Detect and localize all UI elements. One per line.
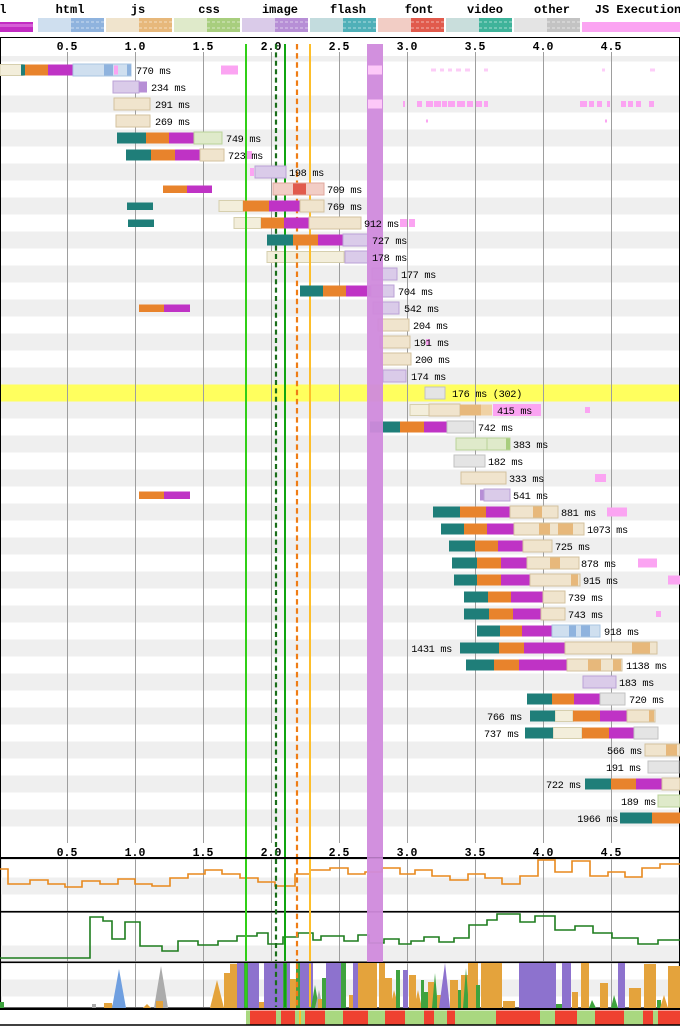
svg-text:189 ms: 189 ms — [621, 797, 656, 809]
svg-text:3.0: 3.0 — [397, 41, 418, 54]
svg-text:709 ms: 709 ms — [327, 185, 362, 197]
svg-text:881 ms: 881 ms — [561, 508, 596, 520]
svg-text:1138 ms: 1138 ms — [626, 661, 667, 673]
svg-text:sl: sl — [0, 3, 6, 17]
svg-text:566 ms: 566 ms — [607, 746, 642, 758]
svg-text:2.5: 2.5 — [329, 41, 350, 54]
svg-text:1431 ms: 1431 ms — [411, 644, 452, 656]
svg-text:291 ms: 291 ms — [155, 100, 190, 112]
svg-text:269 ms: 269 ms — [155, 117, 190, 129]
svg-text:4.5: 4.5 — [601, 847, 622, 860]
svg-text:918 ms: 918 ms — [604, 627, 639, 639]
svg-text:flash: flash — [330, 3, 366, 17]
svg-text:3.5: 3.5 — [465, 41, 486, 54]
svg-text:1.5: 1.5 — [193, 847, 214, 860]
svg-text:2.0: 2.0 — [261, 41, 282, 54]
svg-text:js: js — [131, 3, 145, 17]
svg-text:3.0: 3.0 — [397, 847, 418, 860]
svg-text:1.5: 1.5 — [193, 41, 214, 54]
svg-text:177 ms: 177 ms — [401, 270, 436, 282]
svg-text:4.5: 4.5 — [601, 41, 622, 54]
svg-text:html: html — [56, 3, 85, 17]
svg-text:878 ms: 878 ms — [581, 559, 616, 571]
svg-text:234 ms: 234 ms — [151, 83, 186, 95]
svg-text:0.5: 0.5 — [57, 41, 78, 54]
svg-text:769 ms: 769 ms — [327, 202, 362, 214]
svg-text:0.5: 0.5 — [57, 847, 78, 860]
svg-text:3.5: 3.5 — [465, 847, 486, 860]
svg-text:1966 ms: 1966 ms — [577, 814, 618, 826]
svg-text:737 ms: 737 ms — [484, 729, 519, 741]
svg-text:770 ms: 770 ms — [136, 66, 171, 78]
svg-text:742 ms: 742 ms — [478, 423, 513, 435]
svg-text:2.0: 2.0 — [261, 847, 282, 860]
svg-text:JS Execution: JS Execution — [595, 3, 680, 17]
svg-text:383 ms: 383 ms — [513, 440, 548, 452]
svg-text:1073 ms: 1073 ms — [587, 525, 628, 537]
svg-text:css: css — [198, 3, 220, 17]
svg-text:4.0: 4.0 — [533, 847, 554, 860]
svg-text:182 ms: 182 ms — [488, 457, 523, 469]
svg-text:725 ms: 725 ms — [555, 542, 590, 554]
svg-text:739 ms: 739 ms — [568, 593, 603, 605]
svg-text:198 ms: 198 ms — [289, 168, 324, 180]
svg-text:4.0: 4.0 — [533, 41, 554, 54]
svg-text:720 ms: 720 ms — [629, 695, 664, 707]
svg-text:704 ms: 704 ms — [398, 287, 433, 299]
svg-text:2.5: 2.5 — [329, 847, 350, 860]
svg-text:174 ms: 174 ms — [411, 372, 446, 384]
svg-text:image: image — [262, 3, 298, 17]
svg-text:200 ms: 200 ms — [415, 355, 450, 367]
svg-text:1.0: 1.0 — [125, 41, 146, 54]
svg-text:722 ms: 722 ms — [546, 780, 581, 792]
svg-text:912 ms: 912 ms — [364, 219, 399, 231]
svg-text:727 ms: 727 ms — [372, 236, 407, 248]
svg-text:178 ms: 178 ms — [372, 253, 407, 265]
svg-text:766 ms: 766 ms — [487, 712, 522, 724]
svg-text:204 ms: 204 ms — [413, 321, 448, 333]
svg-text:542 ms: 542 ms — [404, 304, 439, 316]
svg-text:191 ms: 191 ms — [606, 763, 641, 775]
svg-text:415 ms: 415 ms — [497, 406, 532, 418]
svg-text:1.0: 1.0 — [125, 847, 146, 860]
svg-text:video: video — [467, 3, 503, 17]
svg-text:176 ms (302): 176 ms (302) — [452, 389, 522, 401]
svg-text:541 ms: 541 ms — [513, 491, 548, 503]
svg-text:font: font — [405, 3, 434, 17]
svg-text:915 ms: 915 ms — [583, 576, 618, 588]
svg-text:749 ms: 749 ms — [226, 134, 261, 146]
svg-text:other: other — [534, 3, 570, 17]
svg-text:743 ms: 743 ms — [568, 610, 603, 622]
svg-text:183 ms: 183 ms — [619, 678, 654, 690]
svg-text:191 ms: 191 ms — [414, 338, 449, 350]
svg-text:333 ms: 333 ms — [509, 474, 544, 486]
svg-text:723 ms: 723 ms — [228, 151, 263, 163]
